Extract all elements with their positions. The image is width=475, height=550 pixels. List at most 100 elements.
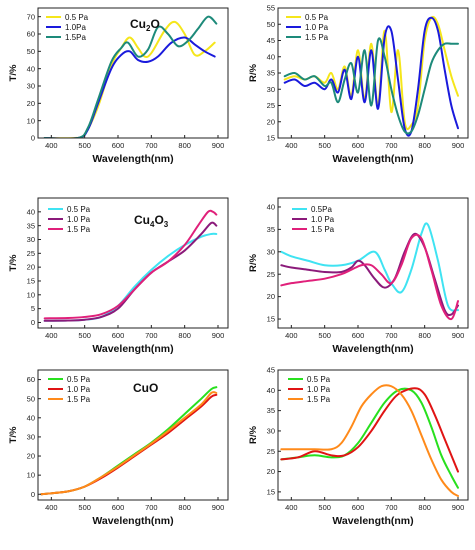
x-tick-label: 900 [212,331,225,340]
x-axis-label: Wavelength(nm) [332,515,413,527]
series-line-1 [43,36,216,138]
legend-label: 0.5 Pa [67,205,91,214]
y-axis-label: R/% [248,253,259,272]
x-tick-label: 800 [178,331,191,340]
y-tick-label: 50 [267,20,275,29]
x-tick-label: 600 [112,503,125,512]
panel-title: Cu2O [130,17,160,33]
y-tick-label: 40 [27,207,35,216]
series-line-2 [43,15,218,138]
y-tick-label: 45 [267,36,275,45]
x-tick-label: 700 [145,503,158,512]
legend-label: 1.5 Pa [305,33,329,42]
x-tick-label: 700 [385,141,398,150]
y-tick-label: 0 [31,318,35,327]
x-tick-label: 700 [385,331,398,340]
x-tick-label: 400 [45,141,58,150]
panel-Cu4O3-T: 400 500 600 700 800 900 0 5 10 15 20 25 30 35 40 Wavele… [8,197,229,355]
y-tick-label: 40 [267,203,275,212]
plot-frame [277,197,469,329]
x-tick-label: 500 [78,141,91,150]
x-tick-label: 900 [452,141,465,150]
x-tick-label: 400 [285,503,298,512]
y-tick-label: 30 [267,427,275,436]
y-tick-label: 20 [27,452,35,461]
x-axis-label: Wavelength(nm) [332,153,413,165]
plot-frame [37,369,229,501]
x-axis-label: Wavelength(nm) [92,343,173,355]
x-tick-label: 400 [285,331,298,340]
legend-label: 1.0 Pa [67,385,91,394]
y-tick-label: 55 [267,4,275,13]
x-tick-label: 900 [212,141,225,150]
panel-CuO-T: 400 500 600 700 800 900 0 10 20 30 40 50 60 Wavelengt… [8,369,229,527]
series-line-2 [280,384,459,497]
y-tick-label: 40 [267,52,275,61]
x-tick-label: 600 [112,331,125,340]
x-axis-label: Wavelength(nm) [92,515,173,527]
x-tick-label: 500 [78,331,91,340]
x-tick-label: 500 [318,331,331,340]
y-tick-label: 20 [27,263,35,272]
x-tick-label: 800 [178,141,191,150]
y-tick-label: 30 [267,247,275,256]
y-axis-label: R/% [248,425,259,444]
y-tick-label: 60 [27,30,35,39]
legend-label: 1.0 Pa [305,23,329,32]
y-tick-label: 30 [27,433,35,442]
panel-CuO-R: 400 500 600 700 800 900 15 20 25 30 35 40 45 Waveleng… [248,366,469,527]
panel-Cu2O-T: 400 500 600 700 800 900 0 10 20 30 40 50 60 70 Wavelen… [8,7,229,165]
y-tick-label: 10 [27,471,35,480]
y-tick-label: 5 [31,304,35,313]
x-tick-label: 800 [418,503,431,512]
y-tick-label: 25 [27,249,35,258]
y-tick-label: 30 [27,235,35,244]
y-tick-label: 60 [27,375,35,384]
series-line-0 [280,387,459,489]
y-axis-label: T/% [8,64,19,81]
plot-frame [277,369,469,501]
x-tick-label: 500 [318,503,331,512]
legend-label: 0.5Pa [311,205,332,214]
y-tick-label: 0 [31,134,35,143]
x-tick-label: 700 [145,331,158,340]
series-line-1 [280,232,459,317]
x-tick-label: 500 [318,141,331,150]
y-tick-label: 25 [267,101,275,110]
y-tick-label: 30 [267,85,275,94]
y-tick-label: 35 [27,221,35,230]
panel-Cu4O3-R: 400 500 600 700 800 900 15 20 25 30 35 40 Wavelength… [248,197,469,355]
x-tick-label: 700 [385,503,398,512]
series-line-2 [283,37,459,135]
x-tick-label: 500 [78,503,91,512]
x-tick-label: 900 [452,503,465,512]
series-line-1 [283,16,459,137]
plot-frame [37,7,229,139]
legend-label: 1.0 Pa [311,215,335,224]
y-tick-label: 30 [27,82,35,91]
y-tick-label: 15 [267,315,275,324]
y-tick-label: 20 [267,467,275,476]
x-tick-label: 400 [45,503,58,512]
series-line-2 [43,209,218,320]
panel-title: CuO [133,381,158,395]
y-tick-label: 50 [27,394,35,403]
series-line-2 [280,233,459,321]
legend-label: 0.5 Pa [307,375,331,384]
legend-label: 1.5 Pa [307,395,331,404]
x-tick-label: 800 [418,331,431,340]
y-tick-label: 15 [267,134,275,143]
y-axis-label: T/% [8,426,19,443]
panel-Cu2O-R: 400 500 600 700 800 900 15 20 25 30 35 40 45 50 55 Wave… [248,4,469,165]
series-line-0 [43,232,218,322]
y-tick-label: 15 [27,277,35,286]
x-tick-label: 800 [418,141,431,150]
y-tick-label: 15 [267,487,275,496]
series-line-2 [40,391,218,496]
x-tick-label: 800 [178,503,191,512]
y-tick-label: 10 [27,290,35,299]
legend-label: 0.5 Pa [305,13,329,22]
legend-label: 0.5 Pa [67,375,91,384]
x-tick-label: 400 [45,331,58,340]
